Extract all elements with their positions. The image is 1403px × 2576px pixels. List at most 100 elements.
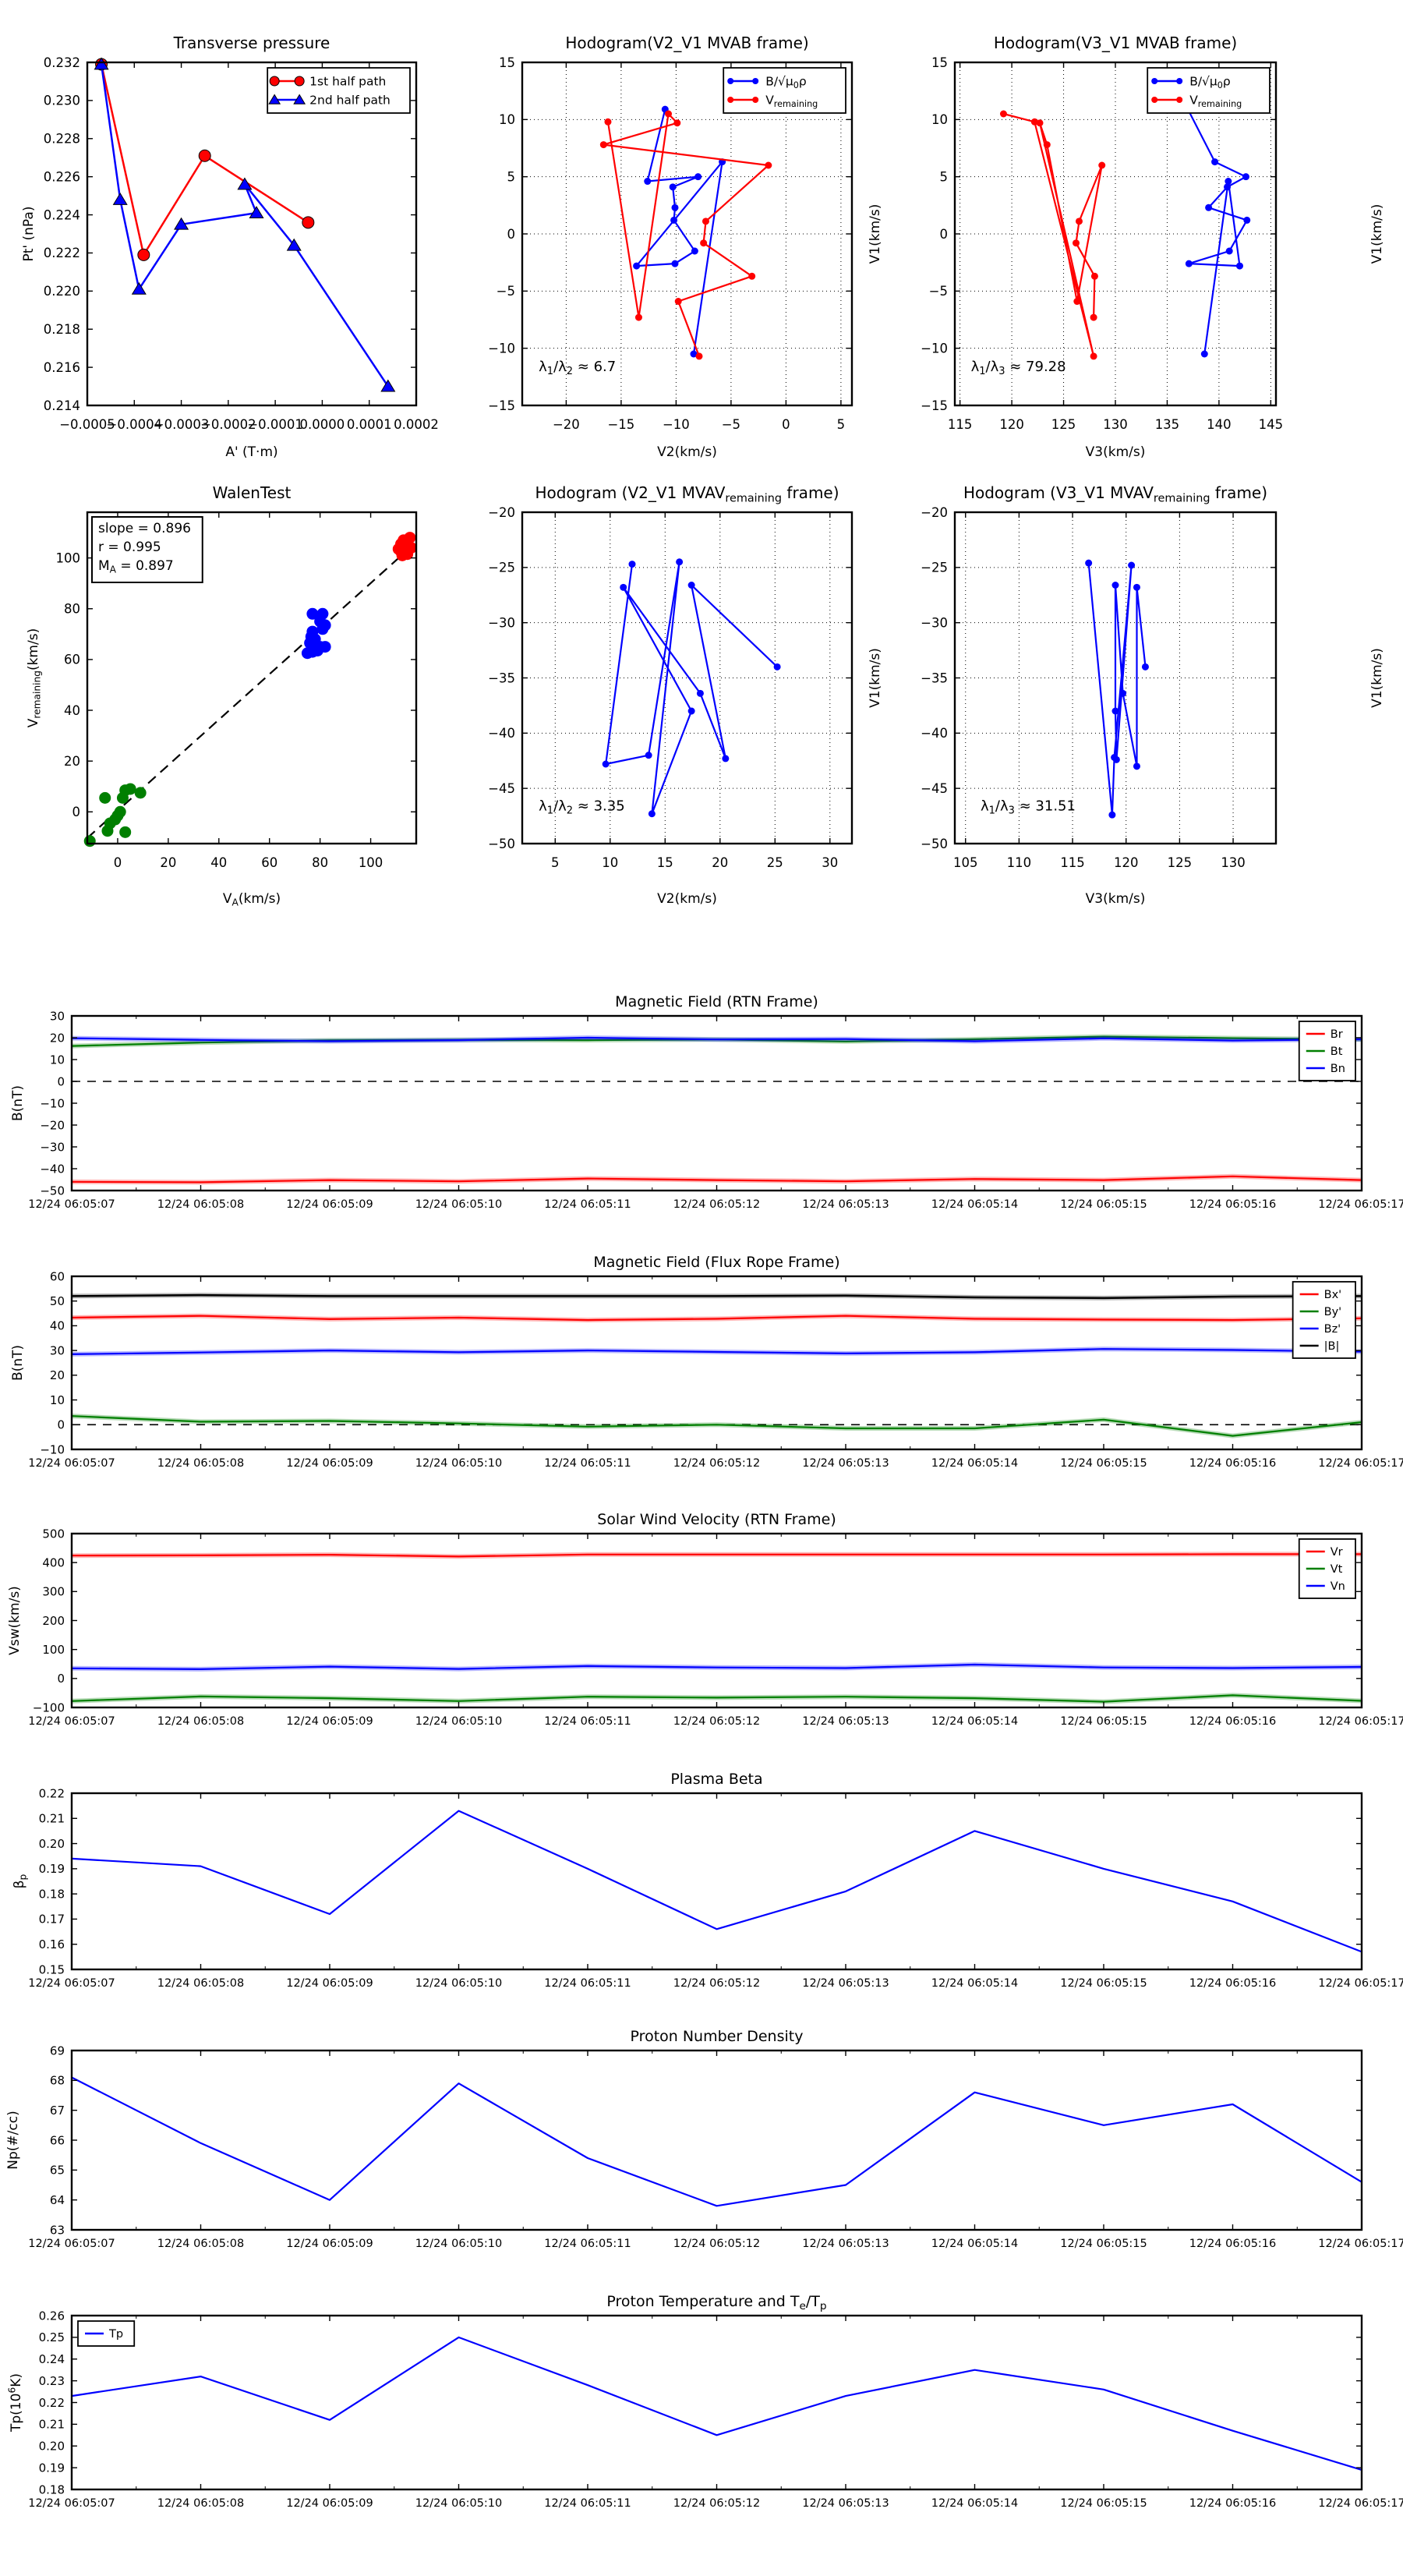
dot-marker (1211, 158, 1218, 165)
y-tick-label: 0.19 (39, 1862, 65, 1876)
hodogram-v2v1-mvab-annotation: λ1/λ2 ≈ 6.7 (539, 359, 616, 377)
y-tick-label: 30 (50, 1343, 65, 1357)
y-tick-label: −45 (488, 781, 515, 796)
y-tick-label: 0 (940, 227, 949, 242)
y-tick-label: 40 (50, 1319, 65, 1333)
dot-marker (1128, 562, 1135, 569)
legend-label: By' (1324, 1306, 1342, 1318)
circle-marker (199, 150, 210, 161)
time-tick-label: 12/24 06:05:09 (286, 2497, 373, 2510)
dot-marker (765, 162, 772, 169)
x-tick-label: 0.0000 (300, 417, 345, 432)
time-tick-label: 12/24 06:05:17 (1318, 1198, 1403, 1211)
time-tick-label: 12/24 06:05:13 (802, 1457, 889, 1470)
y-tick-label: 100 (56, 550, 81, 565)
y-tick-label: 50 (50, 1294, 65, 1308)
legend-label: Vr (1331, 1546, 1343, 1559)
dot-marker (1236, 263, 1243, 270)
time-tick-label: 12/24 06:05:17 (1318, 1457, 1403, 1470)
hodogram-v3v1-mvav-ylabel-right: V1(km/s) (1369, 648, 1385, 708)
x-tick-label: 60 (261, 855, 277, 870)
x-tick-label: 135 (1155, 417, 1180, 432)
time-tick-label: 12/24 06:05:07 (28, 2238, 115, 2250)
dot-marker (648, 810, 656, 817)
x-tick-label: −10 (663, 417, 690, 432)
walen-test-point (84, 835, 96, 847)
y-tick-label: 10 (50, 1053, 65, 1067)
y-tick-label: 300 (42, 1585, 65, 1599)
x-tick-label: 0.0001 (347, 417, 392, 432)
dot-marker (1036, 119, 1043, 126)
y-tick-label: −20 (921, 505, 948, 520)
dot-marker (1073, 239, 1080, 246)
dot-marker (1090, 352, 1097, 359)
walen-test-point (115, 806, 126, 818)
mag-flux-rope-title: Magnetic Field (Flux Rope Frame) (593, 1254, 839, 1271)
triangle-marker (114, 193, 127, 204)
time-tick-label: 12/24 06:05:08 (157, 2238, 245, 2250)
y-tick-label: 0.224 (44, 207, 80, 222)
dot-marker (675, 298, 682, 305)
x-tick-label: −20 (553, 417, 580, 432)
y-tick-label: −20 (40, 1118, 65, 1132)
hodogram-v2v1-mvav-annotation: λ1/λ2 ≈ 3.35 (539, 798, 625, 817)
time-tick-label: 12/24 06:05:15 (1060, 1198, 1147, 1211)
transverse-pressure-xlabel: A' (T·m) (225, 444, 277, 460)
y-tick-label: −30 (921, 615, 948, 630)
time-tick-label: 12/24 06:05:10 (415, 2238, 503, 2250)
walen-test-point (119, 826, 131, 838)
y-tick-label: 15 (931, 55, 948, 70)
time-tick-label: 12/24 06:05:09 (286, 1457, 373, 1470)
x-tick-label: 105 (953, 855, 978, 870)
time-tick-label: 12/24 06:05:15 (1060, 1715, 1147, 1728)
time-tick-label: 12/24 06:05:10 (415, 1715, 503, 1728)
y-tick-label: 0.222 (44, 246, 80, 260)
dot-marker (691, 248, 698, 255)
legend-label: B/√μ0ρ (1189, 74, 1231, 90)
y-tick-label: 20 (50, 1368, 65, 1382)
hodogram-v3v1-mvab-xlabel: V3(km/s) (1086, 444, 1146, 460)
dot-marker (600, 141, 607, 148)
time-tick-label: 12/24 06:05:16 (1189, 1198, 1277, 1211)
hodogram-v2v1-mvab-title: Hodogram(V2_V1 MVAB frame) (565, 34, 808, 52)
y-tick-label: 40 (64, 703, 80, 718)
plasma-beta-ylabel: βp (12, 1874, 29, 1888)
x-tick-label: 80 (312, 855, 328, 870)
time-tick-label: 12/24 06:05:17 (1318, 2238, 1403, 2250)
y-tick-label: −25 (488, 561, 515, 575)
walen-test-point (135, 787, 147, 798)
time-tick-label: 12/24 06:05:08 (157, 1198, 245, 1211)
dot-marker (629, 561, 636, 568)
time-tick-label: 12/24 06:05:11 (544, 1457, 631, 1470)
time-tick-label: 12/24 06:05:11 (544, 1977, 631, 1990)
time-tick-label: 12/24 06:05:07 (28, 1977, 115, 1990)
stats-line: slope = 0.896 (98, 521, 191, 536)
y-tick-label: 200 (42, 1614, 65, 1628)
hodogram-v3v1-mvab-series-B (1188, 109, 1247, 354)
y-tick-label: 60 (64, 653, 80, 667)
x-tick-label: 115 (1060, 855, 1085, 870)
walen-test-point (312, 645, 323, 656)
mag-flux-rope-series-glow (72, 1416, 1362, 1435)
dot-marker (1226, 248, 1233, 255)
y-tick-label: −30 (40, 1140, 65, 1154)
dot-marker (644, 178, 651, 185)
y-tick-label: −10 (40, 1442, 65, 1456)
legend-label: Bz' (1324, 1323, 1341, 1336)
y-tick-label: 0.226 (44, 169, 80, 184)
time-tick-label: 12/24 06:05:10 (415, 1977, 503, 1990)
time-tick-label: 12/24 06:05:07 (28, 1715, 115, 1728)
x-tick-label: 130 (1103, 417, 1128, 432)
hodogram-v2v1-mvab-ylabel-right: V1(km/s) (868, 204, 883, 264)
dot-marker (1076, 218, 1083, 225)
legend-label: Bx' (1324, 1289, 1342, 1301)
